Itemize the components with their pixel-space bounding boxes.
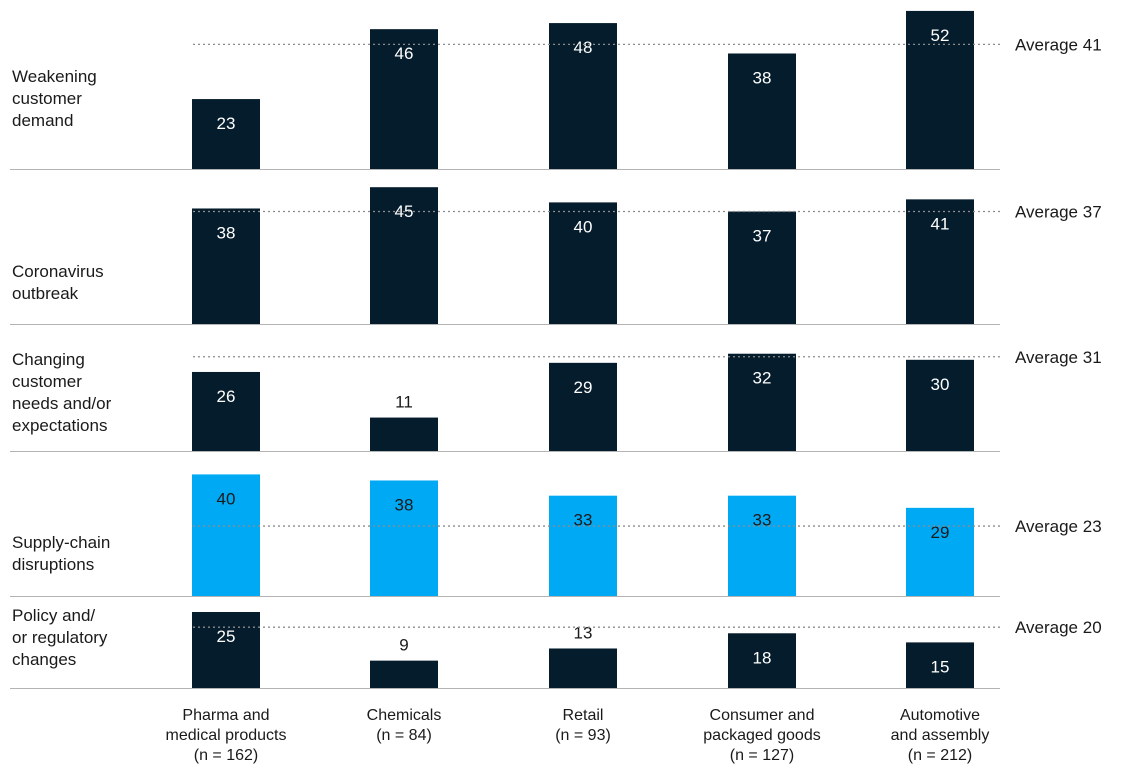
bar-value-r3-c2: 11 [395, 393, 413, 412]
bar-value-r4-c2: 38 [395, 495, 414, 514]
bar-r5-c3 [549, 648, 617, 688]
bar-value-r2-c5: 41 [931, 214, 950, 233]
bar-value-r2-c4: 37 [753, 227, 772, 246]
bar-value-r4-c5: 29 [931, 523, 950, 542]
bar-value-r3-c4: 32 [753, 369, 772, 388]
bar-value-r3-c5: 30 [931, 375, 950, 394]
bar-value-r2-c1: 38 [217, 223, 236, 242]
bar-value-r1-c1: 23 [217, 114, 236, 133]
bar-r5-c5 [906, 642, 974, 688]
average-label-2: Average 37 [1015, 203, 1102, 222]
row-label-5: Policy and/or regulatory changes [12, 606, 108, 669]
bar-r2-c3 [549, 202, 617, 324]
bar-value-r5-c2: 9 [399, 636, 408, 655]
average-label-3: Average 31 [1015, 348, 1102, 367]
bar-value-r2-c3: 40 [574, 217, 593, 236]
bar-r1-c4 [728, 53, 796, 170]
bar-r5-c2 [370, 660, 438, 688]
bar-r5-c4 [728, 633, 796, 688]
average-label-4: Average 23 [1015, 517, 1102, 536]
bar-r1-c3 [549, 23, 617, 169]
bar-r3-c2 [370, 417, 438, 451]
bar-value-r1-c3: 48 [574, 38, 593, 57]
average-label-5: Average 20 [1015, 618, 1102, 637]
bar-value-r5-c1: 25 [217, 627, 236, 646]
bar-r5-c1 [192, 612, 260, 688]
bar-r4-c2 [370, 480, 438, 596]
bar-r3-c3 [549, 362, 617, 451]
bar-value-r5-c4: 18 [753, 648, 772, 667]
bar-r2-c4 [728, 211, 796, 324]
bar-r3-c1 [192, 371, 260, 451]
bar-value-r3-c1: 26 [217, 387, 236, 406]
bar-r4-c1 [192, 474, 260, 596]
row-label-1: Weakening customer demand [12, 67, 97, 130]
bar-r4-c4 [728, 495, 796, 596]
bar-r2-c2 [370, 187, 438, 324]
category-label-2: Chemicals (n = 84) [367, 707, 442, 744]
category-label-1: Pharma and medical products (n = 162) [166, 707, 287, 764]
bar-r3-c4 [728, 353, 796, 451]
category-label-3: Retail (n = 93) [555, 707, 611, 744]
bar-value-r5-c5: 15 [931, 657, 950, 676]
bar-value-r4-c3: 33 [574, 511, 593, 530]
row-label-3: Changing customer needs and/or expectations [12, 350, 112, 435]
row-label-4: Supply-chain disruptions [12, 533, 110, 574]
bar-r1-c5 [906, 10, 974, 170]
category-label-5: Automotive and assembly (n = 212) [891, 707, 990, 764]
bar-value-r4-c1: 40 [217, 489, 236, 508]
row-label-2: Coronavirus outbreak [12, 262, 104, 303]
bar-r1-c1 [192, 99, 260, 169]
bar-r3-c5 [906, 359, 974, 451]
bar-value-r1-c5: 52 [931, 26, 950, 45]
category-label-4: Consumer and packaged goods (n = 127) [703, 707, 820, 764]
bar-value-r5-c3: 13 [574, 623, 593, 642]
bar-r2-c5 [906, 199, 974, 324]
bar-value-r4-c4: 33 [753, 511, 772, 530]
average-label-1: Average 41 [1015, 35, 1102, 54]
bar-r2-c1 [192, 208, 260, 324]
bar-r4-c5 [906, 507, 974, 596]
bar-r1-c2 [370, 29, 438, 169]
bar-r4-c3 [549, 495, 617, 596]
bar-value-r1-c2: 46 [395, 44, 414, 63]
bar-value-r1-c4: 38 [753, 68, 772, 87]
bar-value-r3-c3: 29 [574, 378, 593, 397]
